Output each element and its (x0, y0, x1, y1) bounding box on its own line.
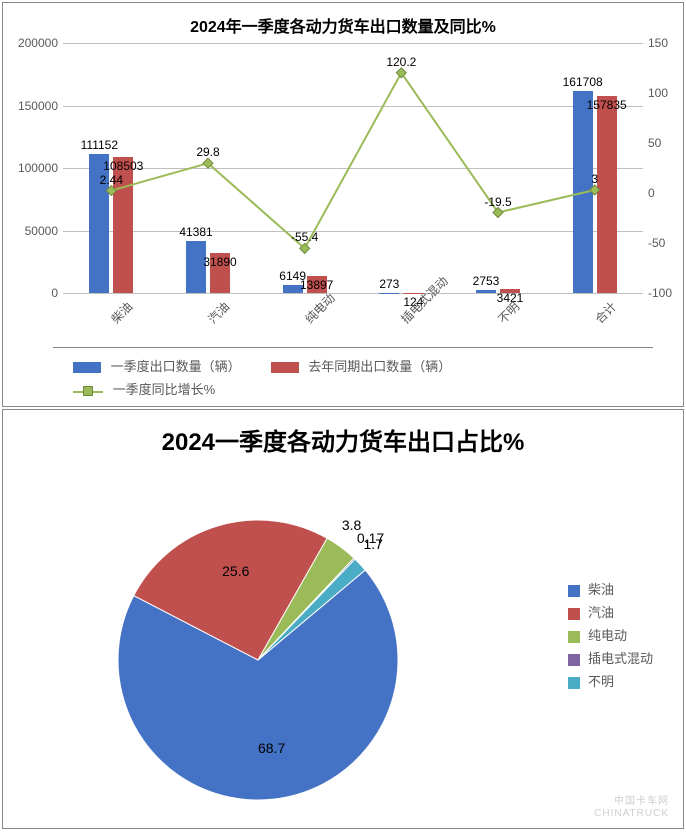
legend-item: 纯电动 (568, 625, 653, 644)
chart1-legend: 一季度出口数量（辆） 去年同期出口数量（辆） 一季度同比增长% (53, 347, 653, 400)
watermark-cn: 中国卡车网 (594, 796, 669, 808)
chart2-legend: 柴油汽油纯电动插电式混动不明 (568, 575, 653, 694)
legend-item: 不明 (568, 671, 653, 690)
legend-label: 不明 (588, 674, 614, 689)
legend-label: 一季度出口数量（辆） (111, 359, 241, 374)
combo-chart: 2024年一季度各动力货车出口数量及同比% 050000100000150000… (2, 2, 684, 407)
x-axis: 柴油汽油纯电动插电式混动不明合计 (63, 295, 643, 345)
pie-value-label: 1.7 (363, 536, 382, 552)
legend-label: 插电式混动 (588, 651, 653, 666)
swatch-red (271, 362, 299, 373)
legend-swatch (568, 631, 580, 643)
legend-item: 插电式混动 (568, 648, 653, 667)
legend-item-series-b: 去年同期出口数量（辆） (271, 356, 452, 375)
legend-label: 一季度同比增长% (113, 382, 216, 397)
legend-swatch (568, 677, 580, 689)
legend-item: 汽油 (568, 602, 653, 621)
legend-item: 柴油 (568, 579, 653, 598)
chart1-title: 2024年一季度各动力货车出口数量及同比% (3, 3, 683, 37)
legend-item-line: 一季度同比增长% (73, 379, 215, 398)
pie-chart: 2024一季度各动力货车出口占比% 68.725.63.80.171.7 柴油汽… (2, 409, 684, 829)
legend-label: 去年同期出口数量（辆） (308, 359, 451, 374)
y-axis-right: -100-50050100150 (648, 43, 683, 293)
swatch-green-line (73, 385, 103, 397)
plot-area: 1111521085032.44413813189029.8614913897-… (63, 43, 643, 293)
pie-plot: 68.725.63.80.171.7 (83, 500, 413, 800)
legend-swatch (568, 654, 580, 666)
swatch-blue (73, 362, 101, 373)
legend-swatch (568, 608, 580, 620)
watermark-en: CHINATRUCK (594, 808, 669, 820)
legend-label: 纯电动 (588, 628, 627, 643)
pie-value-label: 68.7 (258, 740, 285, 756)
legend-swatch (568, 585, 580, 597)
legend-label: 柴油 (588, 582, 614, 597)
pie-value-label: 25.6 (222, 563, 249, 579)
legend-item-series-a: 一季度出口数量（辆） (73, 356, 241, 375)
chart2-title: 2024一季度各动力货车出口占比% (3, 410, 683, 457)
watermark: 中国卡车网 CHINATRUCK (594, 796, 669, 820)
legend-label: 汽油 (588, 605, 614, 620)
y-axis-left: 050000100000150000200000 (3, 43, 58, 293)
